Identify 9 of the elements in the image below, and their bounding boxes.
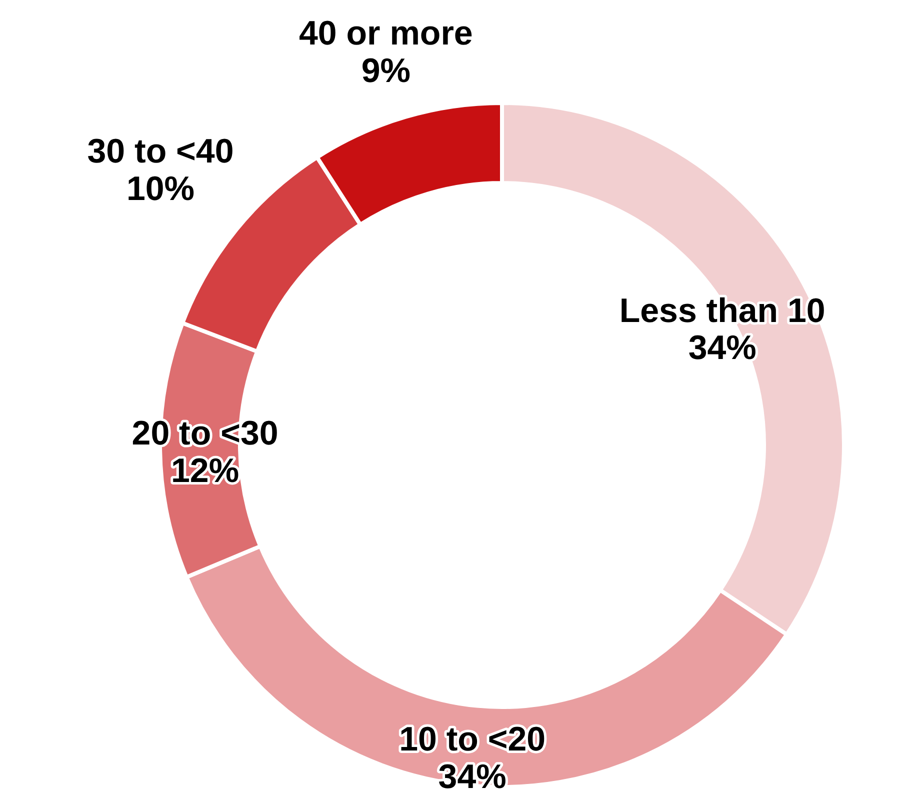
slice-label: 10 to <20 bbox=[399, 720, 546, 758]
slice-label: Less than 10 bbox=[619, 292, 826, 330]
slice-label: 40 or more bbox=[298, 14, 473, 53]
data-label: 12% bbox=[171, 452, 240, 490]
data-label: 9% bbox=[361, 52, 410, 90]
data-label: 34% bbox=[438, 758, 506, 796]
data-label: 34% bbox=[688, 329, 756, 368]
data-label: 10% bbox=[126, 170, 195, 208]
slice-label: 30 to <40 bbox=[87, 132, 234, 170]
